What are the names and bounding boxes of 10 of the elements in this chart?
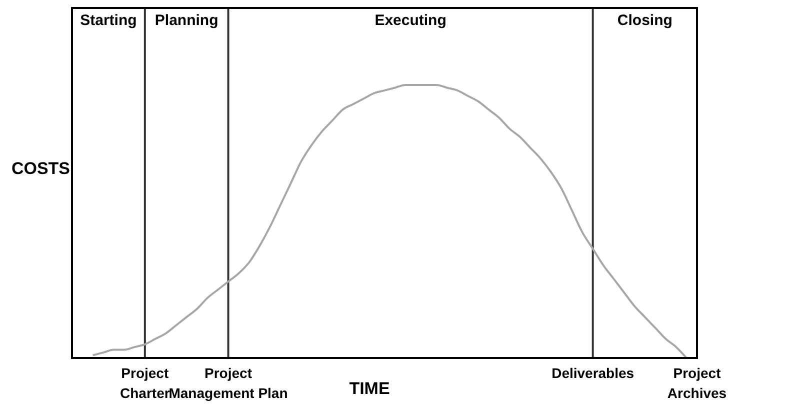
text: Closing (617, 12, 672, 29)
text: Executing (374, 12, 446, 29)
x-tick-label: Project Archives (667, 365, 727, 401)
text: Starting (80, 12, 137, 29)
y-axis-title: COSTS (11, 159, 70, 178)
x-tick-label: Deliverables (552, 365, 634, 381)
x-axis-title: TIME (349, 379, 390, 398)
x-tick-label: Project Management Plan (168, 365, 288, 401)
x-tick-label: Project Charter (120, 365, 170, 401)
text: Planning (154, 12, 218, 29)
